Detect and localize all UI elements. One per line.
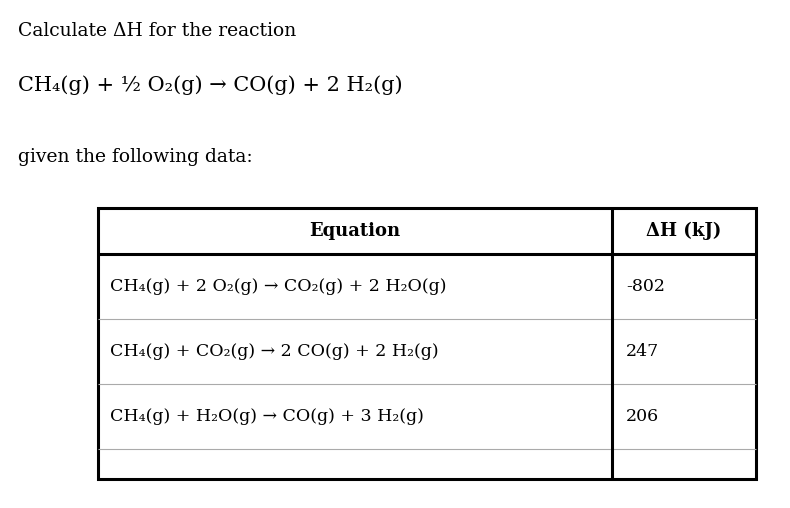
Text: Calculate ΔH for the reaction: Calculate ΔH for the reaction (18, 22, 296, 40)
Text: CH₄(g) + 2 O₂(g) → CO₂(g) + 2 H₂O(g): CH₄(g) + 2 O₂(g) → CO₂(g) + 2 H₂O(g) (110, 278, 446, 295)
Text: CH₄(g) + CO₂(g) → 2 CO(g) + 2 H₂(g): CH₄(g) + CO₂(g) → 2 CO(g) + 2 H₂(g) (110, 343, 438, 360)
Text: -802: -802 (626, 278, 665, 295)
Text: ΔH (kJ): ΔH (kJ) (646, 222, 722, 240)
Text: given the following data:: given the following data: (18, 148, 253, 166)
Text: 247: 247 (626, 343, 659, 360)
Text: Equation: Equation (310, 222, 401, 240)
Text: CH₄(g) + ½ O₂(g) → CO(g) + 2 H₂(g): CH₄(g) + ½ O₂(g) → CO(g) + 2 H₂(g) (18, 75, 403, 94)
Text: CH₄(g) + H₂O(g) → CO(g) + 3 H₂(g): CH₄(g) + H₂O(g) → CO(g) + 3 H₂(g) (110, 408, 424, 425)
Text: 206: 206 (626, 408, 659, 425)
Bar (98, 208, 756, 479)
